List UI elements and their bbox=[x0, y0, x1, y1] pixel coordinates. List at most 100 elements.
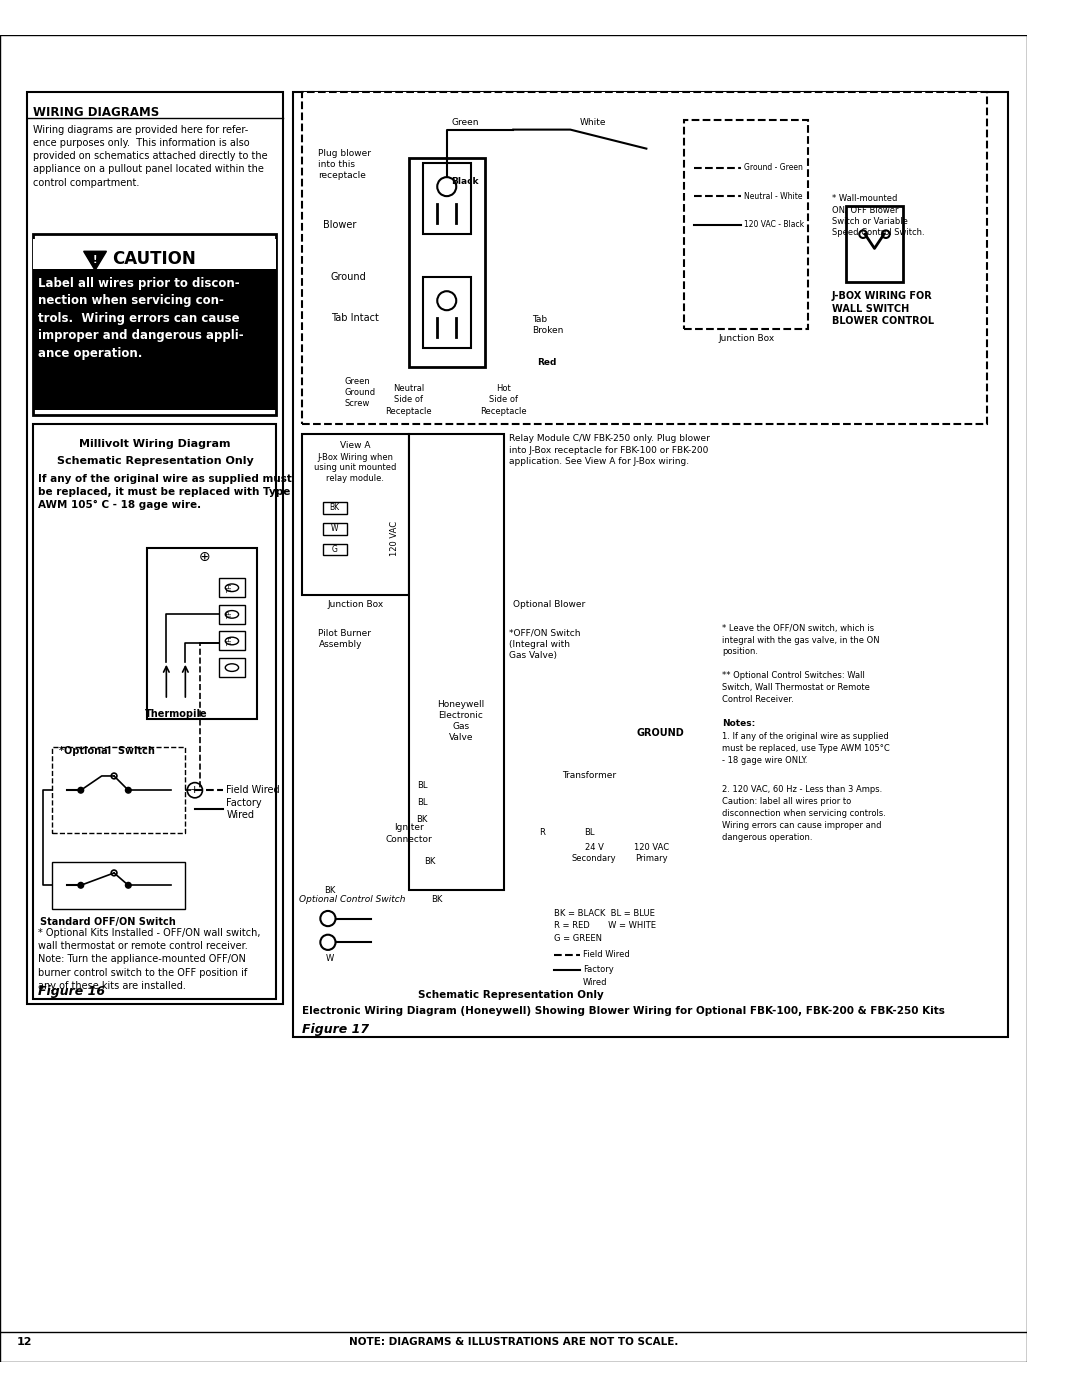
Text: Junction Box: Junction Box bbox=[327, 601, 383, 609]
FancyBboxPatch shape bbox=[302, 92, 987, 425]
Text: Speed Control Switch.: Speed Control Switch. bbox=[832, 229, 924, 237]
Text: View A: View A bbox=[340, 441, 370, 450]
Text: J-Box Wiring when: J-Box Wiring when bbox=[318, 453, 393, 462]
Text: TP: TP bbox=[227, 610, 233, 619]
Text: Factory: Factory bbox=[583, 965, 613, 974]
Text: Optional Control Switch: Optional Control Switch bbox=[299, 895, 406, 904]
Text: Neutral
Side of
Receptacle: Neutral Side of Receptacle bbox=[386, 384, 432, 415]
Text: Figure 16: Figure 16 bbox=[38, 985, 105, 997]
Text: G = GREEN: G = GREEN bbox=[554, 933, 603, 943]
Text: ⊕: ⊕ bbox=[199, 550, 211, 564]
Bar bbox=[52, 747, 186, 833]
Bar bbox=[323, 543, 347, 556]
Text: Relay Module C/W FBK-250 only. Plug blower
into J-Box receptacle for FBK-100 or : Relay Module C/W FBK-250 only. Plug blow… bbox=[509, 434, 710, 467]
Ellipse shape bbox=[226, 637, 239, 645]
Text: relay module.: relay module. bbox=[326, 474, 384, 483]
Text: Thermopile: Thermopile bbox=[145, 710, 207, 719]
Text: Optional Blower: Optional Blower bbox=[513, 601, 585, 609]
Bar bbox=[218, 631, 245, 651]
Text: +: + bbox=[190, 785, 200, 795]
Bar bbox=[685, 120, 808, 330]
Text: ** Optional Control Switches: Wall
Switch, Wall Thermostat or Remote
Control Rec: ** Optional Control Switches: Wall Switc… bbox=[723, 672, 870, 704]
Text: BL: BL bbox=[417, 781, 428, 789]
Text: Black: Black bbox=[451, 177, 480, 186]
Text: W: W bbox=[330, 524, 338, 534]
Text: R: R bbox=[539, 828, 544, 837]
Text: Transformer: Transformer bbox=[563, 771, 617, 780]
Bar bbox=[408, 434, 503, 890]
Text: Junction Box: Junction Box bbox=[718, 334, 774, 344]
Bar bbox=[218, 658, 245, 678]
Text: * Optional Kits Installed - OFF/ON wall switch,
wall thermostat or remote contro: * Optional Kits Installed - OFF/ON wall … bbox=[38, 928, 260, 990]
Text: Factory
Wired: Factory Wired bbox=[226, 798, 261, 820]
Text: BL: BL bbox=[417, 798, 428, 807]
Text: Schematic Representation Only: Schematic Representation Only bbox=[56, 455, 254, 465]
Text: White: White bbox=[580, 117, 606, 127]
Bar bbox=[551, 890, 685, 971]
Text: *Optional  Switch: *Optional Switch bbox=[59, 746, 156, 756]
Text: BL: BL bbox=[584, 828, 595, 837]
Bar bbox=[293, 92, 1008, 1038]
Text: J-BOX WIRING FOR: J-BOX WIRING FOR bbox=[832, 291, 932, 302]
Bar bbox=[147, 548, 257, 719]
Text: W: W bbox=[326, 954, 334, 963]
Bar bbox=[423, 277, 471, 348]
Circle shape bbox=[125, 883, 131, 888]
Circle shape bbox=[437, 291, 456, 310]
Text: R = RED       W = WHITE: R = RED W = WHITE bbox=[554, 922, 657, 930]
Bar bbox=[52, 862, 186, 909]
Text: Standard OFF/ON Switch: Standard OFF/ON Switch bbox=[40, 916, 175, 926]
Text: Blower: Blower bbox=[323, 219, 356, 229]
Bar bbox=[323, 522, 347, 535]
Circle shape bbox=[437, 177, 456, 196]
Text: BK: BK bbox=[424, 856, 435, 866]
Text: using unit mounted: using unit mounted bbox=[314, 464, 396, 472]
Text: 24 V
Secondary: 24 V Secondary bbox=[571, 842, 617, 862]
Text: TH: TH bbox=[227, 636, 233, 645]
Text: BK: BK bbox=[324, 886, 336, 894]
Text: Millivolt Wiring Diagram: Millivolt Wiring Diagram bbox=[79, 439, 231, 448]
Text: Switch or Variable: Switch or Variable bbox=[832, 217, 907, 226]
Circle shape bbox=[321, 935, 336, 950]
Text: WALL SWITCH: WALL SWITCH bbox=[832, 303, 909, 313]
Text: *OFF/ON Switch
(Integral with
Gas Valve): *OFF/ON Switch (Integral with Gas Valve) bbox=[509, 629, 580, 659]
Text: Wired: Wired bbox=[583, 978, 607, 986]
Text: Field Wired: Field Wired bbox=[226, 785, 280, 795]
Circle shape bbox=[321, 911, 336, 926]
Bar bbox=[33, 239, 275, 272]
Bar bbox=[846, 205, 903, 282]
Text: WIRING DIAGRAMS: WIRING DIAGRAMS bbox=[33, 106, 160, 119]
Text: * Leave the OFF/ON switch, which is
integral with the gas valve, in the ON
posit: * Leave the OFF/ON switch, which is inte… bbox=[723, 624, 880, 657]
Text: NOTE: DIAGRAMS & ILLUSTRATIONS ARE NOT TO SCALE.: NOTE: DIAGRAMS & ILLUSTRATIONS ARE NOT T… bbox=[349, 1337, 678, 1347]
Bar bbox=[218, 605, 245, 624]
Text: Wiring diagrams are provided here for refer-
ence purposes only.  This informati: Wiring diagrams are provided here for re… bbox=[33, 124, 268, 187]
Text: 120 VAC
Primary: 120 VAC Primary bbox=[634, 842, 669, 862]
Text: BK = BLACK  BL = BLUE: BK = BLACK BL = BLUE bbox=[554, 909, 656, 918]
Circle shape bbox=[125, 788, 131, 793]
Bar bbox=[33, 425, 275, 999]
Text: Green
Ground
Screw: Green Ground Screw bbox=[345, 377, 375, 408]
Text: Honeywell
Electronic
Gas
Valve: Honeywell Electronic Gas Valve bbox=[437, 700, 485, 742]
Text: Tab Intact: Tab Intact bbox=[330, 313, 379, 323]
Bar bbox=[218, 578, 245, 598]
Bar bbox=[302, 434, 408, 595]
Text: Pilot Burner
Assembly: Pilot Burner Assembly bbox=[319, 629, 372, 648]
Polygon shape bbox=[83, 251, 107, 270]
Text: If any of the original wire as supplied must
be replaced, it must be replaced wi: If any of the original wire as supplied … bbox=[38, 474, 292, 510]
Text: Label all wires prior to discon-
nection when servicing con-
trols.  Wiring erro: Label all wires prior to discon- nection… bbox=[38, 277, 244, 360]
Text: 1. If any of the original wire as supplied
must be replaced, use Type AWM 105°C
: 1. If any of the original wire as suppli… bbox=[723, 732, 890, 764]
Text: Red: Red bbox=[537, 358, 556, 367]
Circle shape bbox=[78, 883, 83, 888]
Text: TH: TH bbox=[227, 583, 233, 592]
Text: BK: BK bbox=[329, 503, 339, 513]
Bar bbox=[408, 158, 485, 367]
Text: Tab
Broken: Tab Broken bbox=[532, 314, 564, 335]
Circle shape bbox=[78, 788, 83, 793]
Text: 120 VAC - Black: 120 VAC - Black bbox=[744, 221, 805, 229]
Bar bbox=[33, 270, 275, 409]
Text: * Wall-mounted: * Wall-mounted bbox=[832, 194, 897, 203]
Text: ON/ OFF Blower: ON/ OFF Blower bbox=[832, 205, 899, 215]
Bar bbox=[423, 163, 471, 235]
Text: Electronic Wiring Diagram (Honeywell) Showing Blower Wiring for Optional FBK-100: Electronic Wiring Diagram (Honeywell) Sh… bbox=[302, 1006, 945, 1016]
Text: Neutral - White: Neutral - White bbox=[744, 191, 802, 201]
